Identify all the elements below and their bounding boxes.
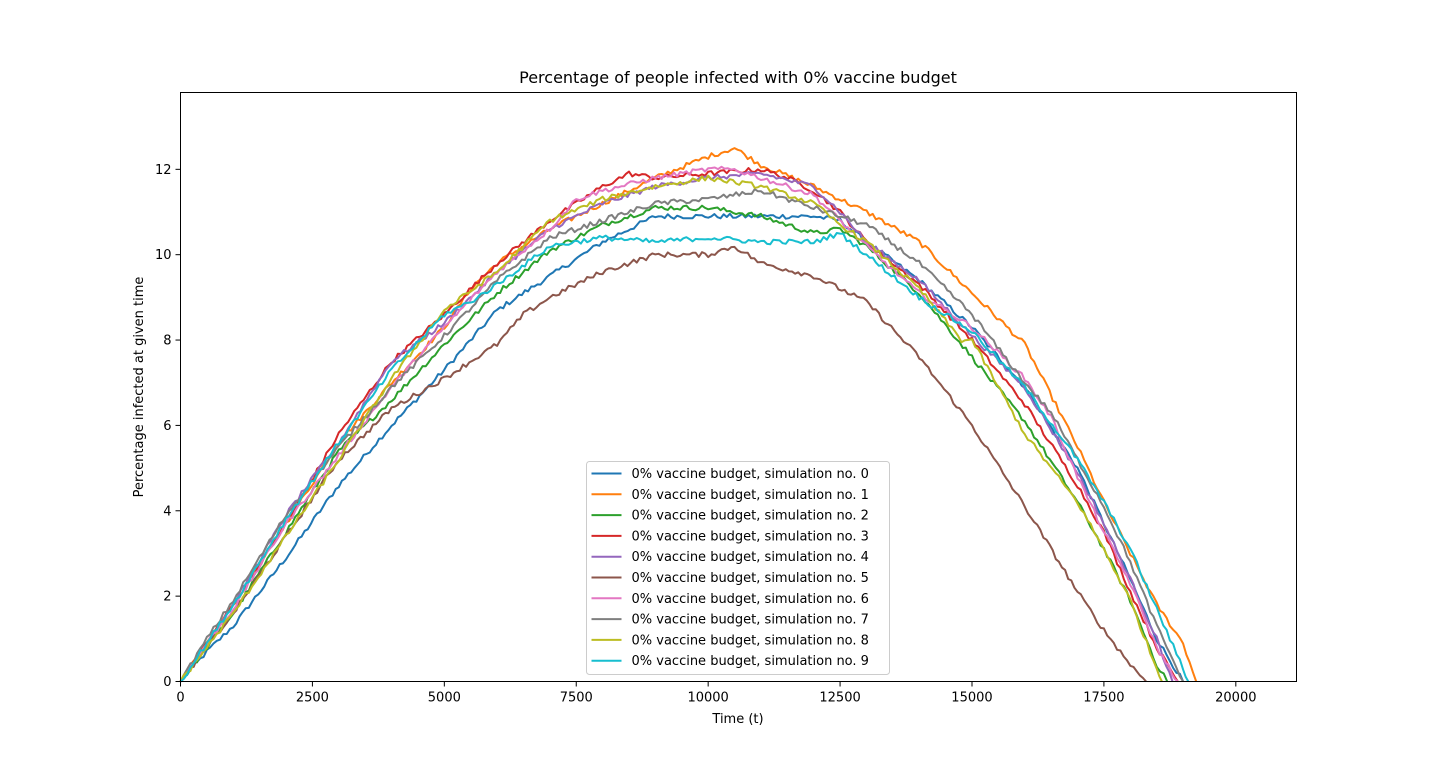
y-tick-label: 2 — [163, 590, 171, 605]
series-line-5 — [179, 245, 1147, 683]
y-tick-label: 12 — [155, 163, 172, 178]
plot-area — [179, 92, 1297, 683]
x-tick-label: 0 — [176, 691, 184, 706]
y-axis-label: Percentage infected at given time — [132, 277, 147, 498]
y-tick-label: 6 — [163, 419, 171, 434]
x-tick-label: 17500 — [1083, 691, 1124, 706]
series-line-7 — [179, 188, 1184, 683]
series-line-1 — [179, 147, 1198, 682]
legend: 0% vaccine budget, simulation no. 0 0% va… — [586, 461, 890, 675]
legend-box — [586, 461, 890, 675]
legend-label: 0% vaccine budget, simulation no. 8 — [632, 633, 869, 648]
legend-label: 0% vaccine budget, simulation no. 9 — [632, 654, 869, 669]
x-axis-label: Time (t) — [711, 712, 763, 727]
series-lines — [179, 147, 1198, 683]
x-tick-label: 2500 — [296, 691, 329, 706]
legend-label: 0% vaccine budget, simulation no. 4 — [632, 550, 869, 565]
x-tick-label: 20000 — [1215, 691, 1256, 706]
legend-label: 0% vaccine budget, simulation no. 2 — [632, 509, 869, 524]
y-tick-label: 4 — [163, 504, 171, 519]
plot-frame — [180, 92, 1297, 682]
legend-label: 0% vaccine budget, simulation no. 6 — [632, 592, 869, 607]
x-tick-label: 15000 — [951, 691, 992, 706]
y-axis-ticks: 0 2 4 6 8 10 12 — [155, 163, 181, 690]
y-tick-label: 8 — [163, 334, 171, 349]
x-axis-ticks: 0 2500 5000 7500 10000 12500 15000 17500 20000 — [176, 681, 1256, 706]
legend-label: 0% vaccine budget, simulation no. 3 — [632, 529, 869, 544]
x-tick-label: 12500 — [819, 691, 860, 706]
legend-label: 0% vaccine budget, simulation no. 0 — [632, 467, 869, 482]
x-tick-label: 5000 — [428, 691, 461, 706]
y-tick-label: 0 — [163, 675, 171, 690]
x-tick-label: 10000 — [687, 691, 728, 706]
legend-label: 0% vaccine budget, simulation no. 5 — [632, 571, 869, 586]
x-tick-label: 7500 — [560, 691, 593, 706]
series-line-9 — [179, 232, 1190, 683]
legend-label: 0% vaccine budget, simulation no. 1 — [632, 488, 869, 503]
series-line-8 — [179, 174, 1163, 682]
y-tick-label: 10 — [155, 248, 172, 263]
legend-label: 0% vaccine budget, simulation no. 7 — [632, 613, 869, 628]
chart-title: Percentage of people infected with 0% va… — [519, 68, 957, 87]
